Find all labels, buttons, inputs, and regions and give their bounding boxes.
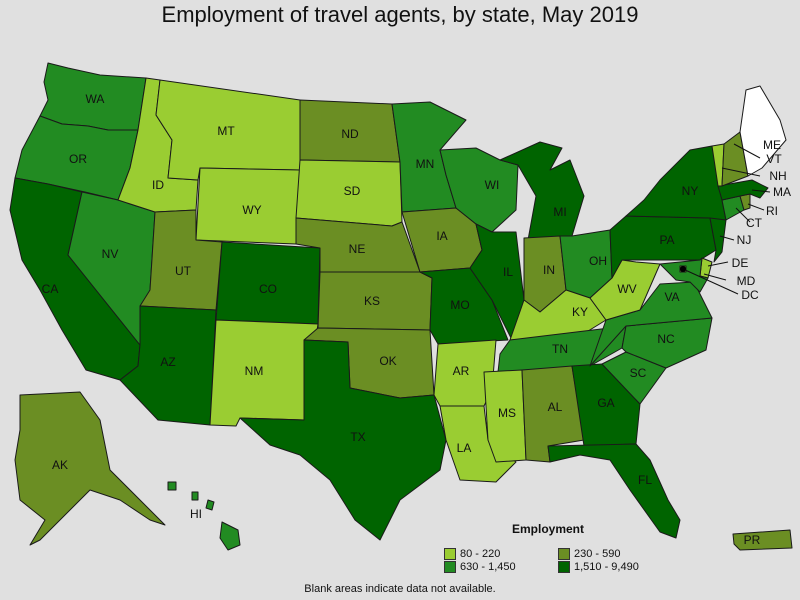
state-label-sc: SC <box>630 366 647 380</box>
state-fl <box>547 443 681 539</box>
state-label-nd: ND <box>341 127 359 141</box>
state-label-pa: PA <box>659 233 674 247</box>
state-label-ky: KY <box>572 305 588 319</box>
dc-marker <box>680 266 686 272</box>
state-label-wa: WA <box>86 92 105 106</box>
footnote: Blank areas indicate data not available. <box>304 583 496 595</box>
state-label-co: CO <box>259 282 277 296</box>
state-label-wy: WY <box>242 203 261 217</box>
state-label-nm: NM <box>245 364 264 378</box>
legend-item-230-590: 230 - 590 <box>558 548 620 560</box>
state-label-ca: CA <box>42 282 59 296</box>
legend-label: 230 - 590 <box>574 548 621 560</box>
legend-swatch <box>444 548 456 560</box>
state-label-fl: FL <box>638 473 652 487</box>
state-label-md: MD <box>737 274 756 288</box>
state-label-nh: NH <box>769 169 786 183</box>
state-label-oh: OH <box>589 254 607 268</box>
state-label-mt: MT <box>217 124 235 138</box>
map-title: Employment of travel agents, by state, M… <box>161 2 639 27</box>
state-label-vt: VT <box>766 152 782 166</box>
state-mi <box>499 141 585 241</box>
legend-swatch <box>558 561 570 573</box>
legend-item-80-220: 80 - 220 <box>444 548 500 560</box>
legend-item-630-1450: 630 - 1,450 <box>444 561 516 573</box>
state-label-nj: NJ <box>737 233 752 247</box>
state-label-hi: HI <box>190 507 202 521</box>
state-label-wi: WI <box>485 178 500 192</box>
state-tx <box>239 339 447 541</box>
state-label-ct: CT <box>746 216 763 230</box>
state-ms <box>483 369 527 463</box>
state-label-ne: NE <box>349 242 366 256</box>
state-label-dc: DC <box>741 288 759 302</box>
state-label-mn: MN <box>416 157 435 171</box>
legend-swatch <box>444 561 456 573</box>
state-label-ny: NY <box>682 184 699 198</box>
state-nm <box>209 319 319 427</box>
state-label-in: IN <box>543 263 555 277</box>
state-label-sd: SD <box>344 184 361 198</box>
state-label-az: AZ <box>160 355 175 369</box>
state-label-il: IL <box>503 265 513 279</box>
legend-label: 630 - 1,450 <box>460 561 516 573</box>
state-ma <box>717 179 769 201</box>
state-pr <box>732 529 793 551</box>
state-label-ok: OK <box>379 354 396 368</box>
state-label-ut: UT <box>175 264 192 278</box>
state-label-ri: RI <box>766 204 778 218</box>
state-label-wv: WV <box>617 282 636 296</box>
state-label-nv: NV <box>102 247 119 261</box>
state-label-ks: KS <box>364 294 380 308</box>
state-label-mi: MI <box>553 205 566 219</box>
state-label-al: AL <box>548 400 563 414</box>
state-label-me: ME <box>763 138 781 152</box>
state-label-ak: AK <box>52 458 68 472</box>
state-label-ms: MS <box>498 406 516 420</box>
legend-title: Employment <box>512 522 585 536</box>
state-label-nc: NC <box>657 332 675 346</box>
state-label-pr: PR <box>744 533 761 547</box>
state-wi <box>439 147 519 233</box>
state-label-ar: AR <box>453 364 470 378</box>
state-label-or: OR <box>69 152 87 166</box>
state-label-mo: MO <box>450 298 469 312</box>
state-ak <box>14 391 166 546</box>
state-label-ga: GA <box>597 396 614 410</box>
state-label-la: LA <box>457 441 472 455</box>
state-hi <box>167 481 241 551</box>
state-label-tx: TX <box>350 430 365 444</box>
state-label-ia: IA <box>436 229 447 243</box>
state-la <box>439 405 517 483</box>
legend-label: 1,510 - 9,490 <box>574 561 639 573</box>
state-label-de: DE <box>732 256 749 270</box>
state-ga <box>571 363 641 447</box>
state-wv <box>589 259 661 321</box>
state-label-va: VA <box>664 290 679 304</box>
state-label-id: ID <box>152 178 164 192</box>
state-label-ma: MA <box>773 185 791 199</box>
label-leader-lines <box>682 143 771 295</box>
legend-item-1510-9490: 1,510 - 9,490 <box>558 561 639 573</box>
legend-label: 80 - 220 <box>460 548 501 560</box>
legend-swatch <box>558 548 570 560</box>
state-md <box>659 257 709 293</box>
state-label-tn: TN <box>552 342 568 356</box>
state-nj <box>709 217 727 263</box>
